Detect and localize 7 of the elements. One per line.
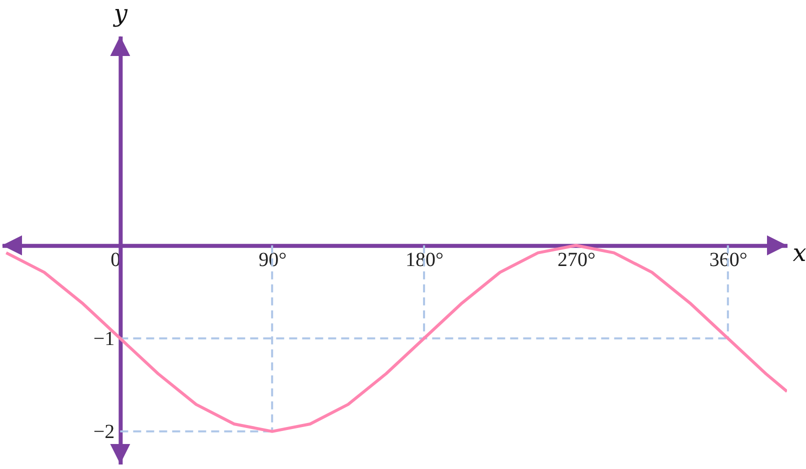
y-tick-label: −2 [93, 420, 115, 443]
y-tick-label: −1 [93, 328, 115, 350]
x-tick-label: 180° [406, 248, 444, 271]
x-tick-label: 90° [258, 248, 287, 271]
x-axis-title: x [792, 238, 806, 267]
y-axis-title: y [112, 0, 128, 28]
x-tick-label: 270° [557, 248, 596, 271]
